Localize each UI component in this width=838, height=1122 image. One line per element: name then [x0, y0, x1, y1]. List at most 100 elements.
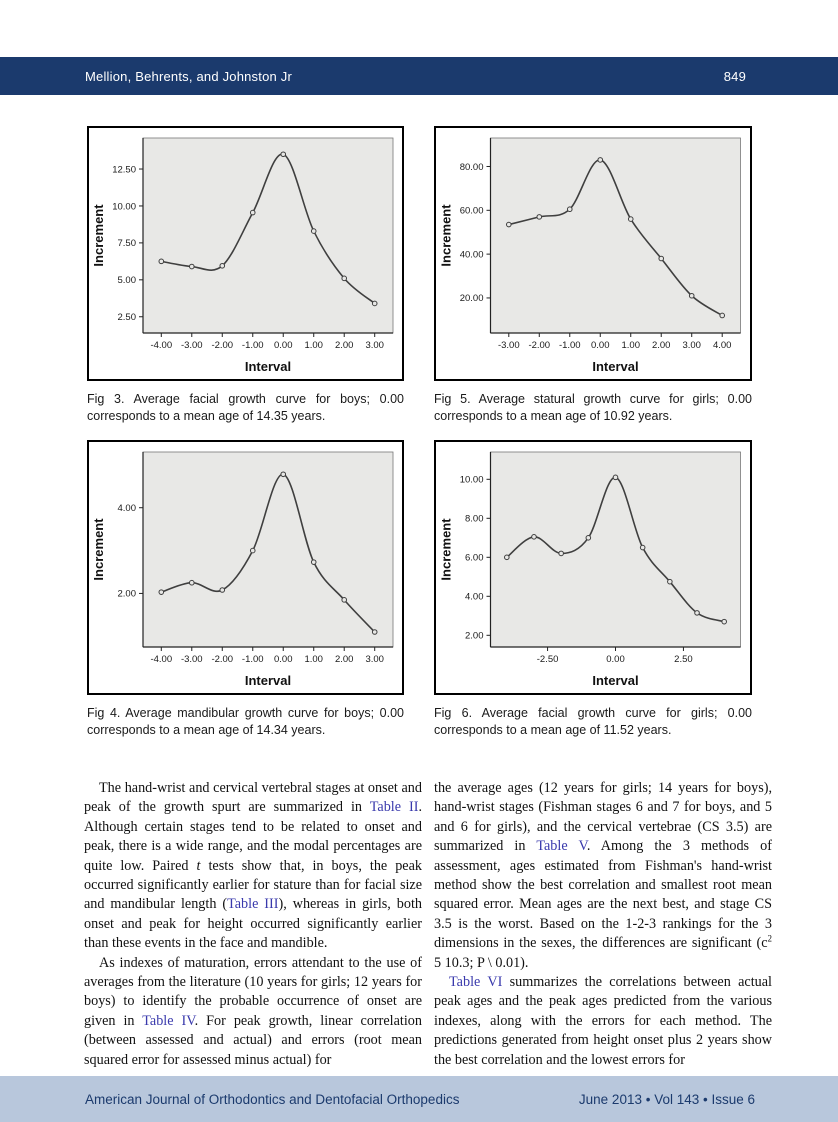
figure-5-caption: Fig 5. Average statural growth curve for… [434, 392, 752, 423]
body-text-segment: summarizes the correlations between actu… [434, 974, 772, 1068]
growth-curve [161, 153, 376, 305]
body-text-segment: tests show that, in boys, the peak occur… [84, 857, 422, 913]
data-point-marker [158, 258, 165, 265]
x-tick-label: -3.00 [181, 654, 203, 665]
x-tick-label: -1.00 [242, 654, 264, 665]
x-tick-label: -1.00 [242, 340, 264, 351]
x-tick-label: 2.00 [335, 654, 354, 665]
text-column-left: The hand-wrist and cervical vertebral st… [84, 779, 422, 1070]
data-point-marker [658, 255, 665, 262]
chart-fig6: -2.50 0.00 2.50 2.00 4.00 6.00 8.00 10.00 Interv… [434, 440, 752, 695]
x-tick-label: -2.00 [211, 340, 233, 351]
data-point-marker [280, 151, 287, 158]
y-tick-label: 4.00 [118, 503, 137, 514]
text-column-right: the average ages (12 years for girls; 14… [434, 779, 772, 1070]
x-tick-label: 0.00 [274, 340, 293, 351]
footer-issue-info: June 2013 • Vol 143 • Issue 6 [578, 1091, 755, 1107]
table-reference-link[interactable]: Table VI [449, 974, 503, 991]
data-point-marker [531, 534, 537, 540]
data-point-marker [219, 262, 226, 269]
x-tick-label: 3.00 [682, 340, 701, 351]
y-tick-label: 2.00 [465, 631, 484, 642]
data-point-marker [188, 579, 195, 586]
data-point-marker [721, 618, 727, 625]
data-point-marker [158, 589, 165, 595]
figure-4-caption: Fig 4. Average mandibular growth curve f… [87, 706, 404, 737]
growth-curve [508, 159, 723, 317]
x-tick-label: -4.00 [150, 340, 172, 351]
data-point-marker [505, 221, 512, 228]
data-point-marker [310, 228, 317, 234]
body-text-segment: The hand-wrist and cervical vertebral st… [84, 780, 422, 816]
body-text: The hand-wrist and cervical vertebral st… [84, 779, 772, 1070]
y-tick-label: 2.50 [118, 312, 137, 323]
y-tick-label: 4.00 [465, 592, 484, 603]
data-point-marker [558, 550, 564, 557]
x-axis-label: Interval [245, 673, 291, 688]
data-point-marker [627, 216, 634, 222]
paragraph: The hand-wrist and cervical vertebral st… [84, 779, 422, 954]
table-reference-link[interactable]: Table II [369, 799, 419, 816]
data-point-marker [504, 554, 510, 561]
figure-3-caption: Fig 3. Average facial growth curve for b… [87, 392, 404, 423]
paragraph: Table VI summarizes the correlations bet… [434, 973, 772, 1070]
x-tick-label: -1.00 [559, 340, 581, 351]
body-text-segment: . For peak growth, linear correlation (b… [84, 1012, 422, 1068]
x-tick-label: 4.00 [713, 340, 732, 351]
y-tick-label: 7.50 [118, 238, 137, 249]
x-tick-label: -2.00 [528, 340, 550, 351]
x-tick-label: 0.00 [274, 654, 293, 665]
data-point-marker [597, 157, 604, 163]
y-tick-label: 40.00 [460, 249, 484, 260]
body-text-segment: 2 [767, 933, 773, 944]
data-point-marker [310, 559, 317, 565]
x-tick-label: 0.00 [591, 340, 610, 351]
x-tick-label: 1.00 [621, 340, 640, 351]
y-tick-label: 6.00 [465, 553, 484, 564]
y-tick-label: 20.00 [460, 293, 484, 304]
data-point-marker [688, 292, 695, 299]
body-text-segment: ), whereas in girls, both onset and peak… [84, 896, 422, 952]
figure-3: -4.00 -3.00 -2.00 -1.00 0.00 1.00 2.00 3.00 2.50… [87, 126, 404, 425]
figure-4: -4.00 -3.00 -2.00 -1.00 0.00 1.00 2.00 3.00 2.00… [87, 440, 404, 739]
x-tick-label: -2.00 [211, 654, 233, 665]
y-tick-label: 8.00 [465, 514, 484, 525]
x-tick-label: 1.00 [304, 340, 323, 351]
y-axis-label: Increment [91, 518, 106, 581]
growth-curve-chart: -2.50 0.00 2.50 2.00 4.00 6.00 8.00 10.00 Interv… [439, 451, 741, 688]
data-point-marker [639, 544, 646, 551]
y-tick-label: 12.50 [112, 164, 136, 175]
data-point-marker [341, 275, 348, 282]
y-tick-label: 10.00 [112, 201, 136, 212]
figure-6: -2.50 0.00 2.50 2.00 4.00 6.00 8.00 10.00 Interv… [434, 440, 752, 739]
table-reference-link[interactable]: Table V [536, 838, 587, 855]
body-text-segment: As indexes of maturation, errors attenda… [84, 954, 422, 1029]
paragraph: As indexes of maturation, errors attenda… [84, 954, 422, 1070]
y-tick-label: 80.00 [460, 162, 484, 173]
x-tick-label: 1.00 [304, 654, 323, 665]
table-reference-link[interactable]: Table III [227, 896, 279, 913]
plot-area [142, 451, 394, 648]
page-number: 849 [723, 68, 746, 84]
y-tick-label: 2.00 [118, 589, 137, 600]
y-tick-label: 60.00 [460, 206, 484, 217]
figure-5: -3.00 -2.00 -1.00 0.00 1.00 2.00 3.00 4.00 20.00… [434, 126, 752, 425]
data-point-marker [371, 300, 378, 307]
body-text-segment: the average ages (12 years for girls; 14… [434, 780, 772, 855]
figure-6-caption: Fig 6. Average facial growth curve for g… [434, 706, 752, 737]
data-point-marker [536, 214, 543, 220]
x-tick-label: -2.50 [537, 654, 559, 665]
paragraph: the average ages (12 years for girls; 14… [434, 779, 772, 973]
data-point-marker [585, 535, 592, 541]
data-point-marker [249, 547, 256, 554]
data-point-marker [719, 312, 726, 319]
data-point-marker [341, 597, 348, 603]
data-point-marker [249, 209, 256, 216]
x-tick-label: 0.00 [606, 654, 625, 665]
x-axis-label: Interval [245, 359, 291, 374]
y-tick-label: 5.00 [118, 275, 137, 286]
chart-fig4: -4.00 -3.00 -2.00 -1.00 0.00 1.00 2.00 3.00 2.00… [87, 440, 404, 695]
table-reference-link[interactable]: Table IV [142, 1012, 195, 1029]
y-tick-label: 10.00 [460, 475, 484, 486]
